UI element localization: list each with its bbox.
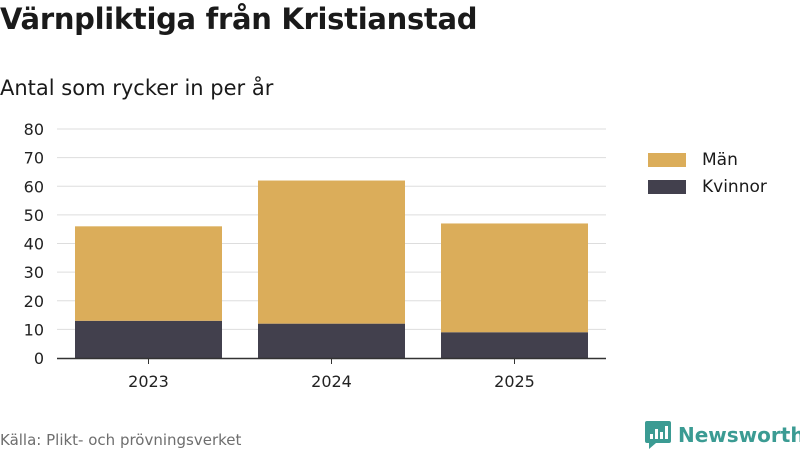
bar-kvinnor-2025 (441, 332, 588, 358)
x-tick-label-2025: 2025 (494, 372, 535, 391)
y-tick-label-50: 50 (24, 206, 44, 225)
y-tick-label-0: 0 (34, 349, 44, 368)
source-note: Källa: Plikt- och prövningsverket (0, 431, 242, 449)
y-tick-label-10: 10 (24, 320, 44, 339)
legend-swatch-man (648, 152, 686, 167)
chart-title: Värnpliktiga från Kristianstad (0, 2, 478, 36)
y-tick-label-40: 40 (24, 235, 44, 254)
x-axis-tick-labels: 2023 2024 2025 (128, 358, 535, 391)
legend-item-kvinnor: Kvinnor (648, 173, 767, 200)
y-tick-label-30: 30 (24, 263, 44, 282)
bar-man-2025 (441, 223, 588, 333)
x-tick-label-2024: 2024 (311, 372, 352, 391)
legend-label-man: Män (702, 149, 738, 170)
y-tick-label-20: 20 (24, 292, 44, 311)
y-tick-label-80: 80 (24, 120, 44, 139)
bars (75, 180, 588, 358)
chart-subtitle: Antal som rycker in per år (0, 76, 274, 100)
bar-kvinnor-2024 (258, 323, 405, 358)
bar-kvinnor-2023 (75, 320, 222, 358)
brand-logo: Newsworthy (644, 420, 800, 450)
newsworthy-logo-icon (645, 421, 671, 449)
x-tick-label-2023: 2023 (128, 372, 169, 391)
legend: Män Kvinnor (648, 146, 767, 200)
y-tick-label-60: 60 (24, 177, 44, 196)
legend-swatch-kvinnor (648, 179, 686, 194)
brand-name: Newsworthy (678, 423, 800, 447)
legend-label-kvinnor: Kvinnor (702, 176, 767, 197)
bar-man-2023 (75, 226, 222, 321)
y-axis-tick-labels: 0 10 20 30 40 50 60 70 80 (24, 120, 44, 368)
y-tick-label-70: 70 (24, 149, 44, 168)
legend-item-man: Män (648, 146, 767, 173)
bar-man-2024 (258, 180, 405, 324)
